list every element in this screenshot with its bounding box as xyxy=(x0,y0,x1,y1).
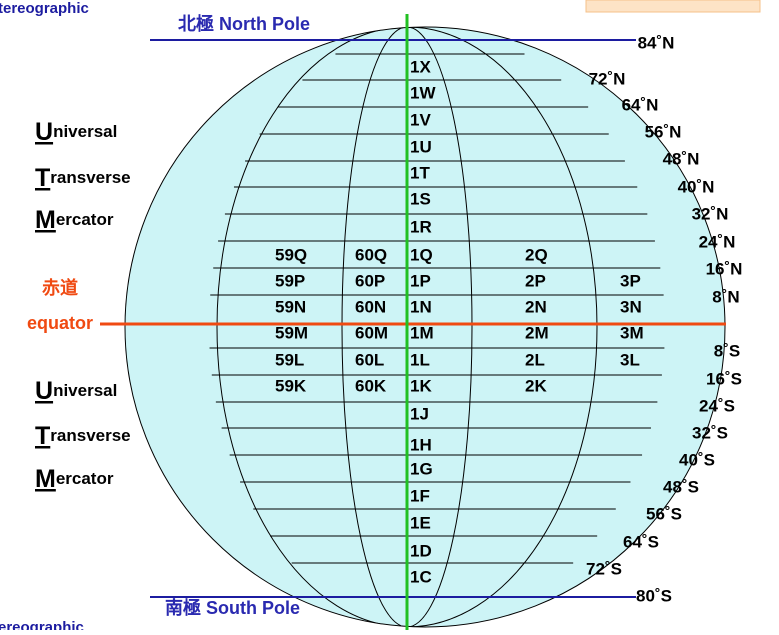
latitude-label: 8˚S xyxy=(714,341,740,360)
zone-label: 1E xyxy=(410,513,431,532)
zone-label: 59P xyxy=(275,271,305,290)
zone-label: 1Q xyxy=(410,245,433,264)
zone-label: 1D xyxy=(410,541,432,560)
cut-title: ereographic xyxy=(0,619,84,630)
zone-label: 3L xyxy=(620,350,640,369)
zone-label: 1T xyxy=(410,163,430,182)
zone-label: 60Q xyxy=(355,245,387,264)
latitude-label: 8˚N xyxy=(712,287,739,306)
latitude-label: 64˚N xyxy=(622,95,659,114)
utm-word: Mercator xyxy=(35,206,114,234)
equator-en: equator xyxy=(27,313,93,333)
zone-label: 1W xyxy=(410,83,436,102)
utm-word: Transverse xyxy=(35,422,131,450)
zone-label: 1K xyxy=(410,376,432,395)
utm-word: Universal xyxy=(35,377,117,405)
north-pole: 北極 North Pole xyxy=(178,13,310,34)
zone-label: 1N xyxy=(410,297,432,316)
latitude-label: 56˚S xyxy=(646,504,682,523)
latitude-label: 72˚S xyxy=(586,559,622,578)
zone-label: 1X xyxy=(410,57,431,76)
zone-label: 1C xyxy=(410,567,432,586)
zone-label: 1S xyxy=(410,189,431,208)
cut-title: tereographic xyxy=(0,0,89,17)
utm-initial: U xyxy=(35,377,53,405)
latitude-label: 48˚N xyxy=(663,149,700,168)
zone-label: 1P xyxy=(410,271,431,290)
zone-label: 60M xyxy=(355,323,388,342)
utm-word: Transverse xyxy=(35,164,131,192)
utm-rest: ercator xyxy=(56,210,114,229)
zone-label: 60K xyxy=(355,376,387,395)
latitude-label: 64˚S xyxy=(623,532,659,551)
zone-label: 2P xyxy=(525,271,546,290)
equator-zh: 赤道 xyxy=(42,277,78,298)
zone-label: 60P xyxy=(355,271,385,290)
zone-label: 60N xyxy=(355,297,386,316)
utm-rest: niversal xyxy=(53,381,117,400)
zone-label: 1L xyxy=(410,350,430,369)
latitude-label: 56˚N xyxy=(645,122,682,141)
latitude-label: 16˚S xyxy=(706,369,742,388)
zone-label: 1J xyxy=(410,404,429,423)
zone-label: 60L xyxy=(355,350,384,369)
zone-label: 59K xyxy=(275,376,307,395)
zone-label: 1G xyxy=(410,459,433,478)
zone-label: 2K xyxy=(525,376,547,395)
utm-initial: M xyxy=(35,206,56,234)
latitude-label: 32˚S xyxy=(692,423,728,442)
utm-word: Universal xyxy=(35,118,117,146)
meridian xyxy=(216,27,598,627)
zone-label: 2L xyxy=(525,350,545,369)
utm-initial: T xyxy=(35,422,50,450)
zone-label: 2N xyxy=(525,297,547,316)
zone-label: 1M xyxy=(410,323,434,342)
zone-label: 59L xyxy=(275,350,304,369)
utm-initial: T xyxy=(35,164,50,192)
zone-label: 2Q xyxy=(525,245,548,264)
zone-label: 1V xyxy=(410,110,431,129)
latitude-label: 80˚S xyxy=(636,586,672,605)
zone-label: 3M xyxy=(620,323,644,342)
grid xyxy=(209,27,665,627)
zone-label: 1R xyxy=(410,217,432,236)
globe xyxy=(124,26,726,628)
orange-box xyxy=(585,0,761,13)
utm-rest: niversal xyxy=(53,122,117,141)
utm-rest: ransverse xyxy=(50,426,130,445)
meridian xyxy=(341,27,473,627)
latitude-label: 72˚N xyxy=(589,69,626,88)
latitude-label: 40˚N xyxy=(678,177,715,196)
latitude-label: 40˚S xyxy=(679,450,715,469)
south-pole: 南極 South Pole xyxy=(165,597,300,618)
utm-rest: ransverse xyxy=(50,168,130,187)
latitude-label: 24˚S xyxy=(699,396,735,415)
utm-rest: ercator xyxy=(56,469,114,488)
zone-label: 59M xyxy=(275,323,308,342)
latitude-label: 16˚N xyxy=(706,259,743,278)
utm-initial: U xyxy=(35,118,53,146)
zone-label: 2M xyxy=(525,323,549,342)
zone-label: 3N xyxy=(620,297,642,316)
latitude-label: 24˚N xyxy=(699,232,736,251)
zone-label: 1H xyxy=(410,435,432,454)
latitude-label: 32˚N xyxy=(692,204,729,223)
utm-initial: M xyxy=(35,465,56,493)
zone-label: 1U xyxy=(410,137,432,156)
zone-label: 59Q xyxy=(275,245,307,264)
latitude-label: 48˚S xyxy=(663,477,699,496)
latitude-label: 84˚N xyxy=(638,33,675,52)
zone-label: 3P xyxy=(620,271,641,290)
zone-label: 1F xyxy=(410,486,430,505)
zone-label: 59N xyxy=(275,297,306,316)
utm-word: Mercator xyxy=(35,465,114,493)
